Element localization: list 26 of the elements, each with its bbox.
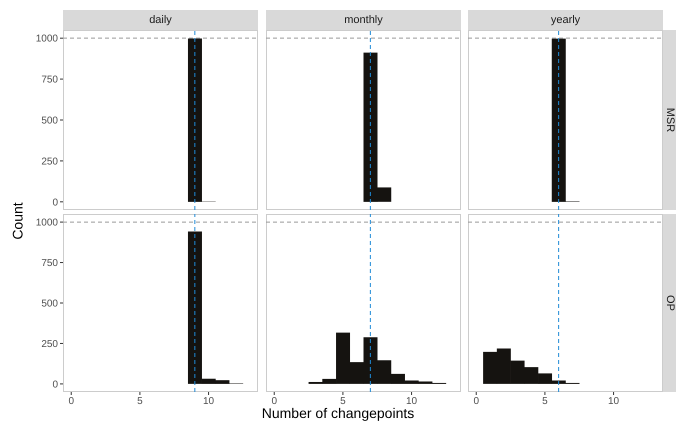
x-tick-label: 10 <box>406 396 418 408</box>
text: OP <box>664 295 676 311</box>
x-tick-label: 10 <box>608 396 620 408</box>
x-tick-label: 5 <box>137 396 144 408</box>
x-tick-label: 5 <box>340 396 346 408</box>
y-tick-label: 250 <box>41 339 58 350</box>
chart-title: yearly <box>468 10 663 30</box>
y-tick-label: 0 <box>52 197 58 208</box>
y-tick-label: 0 <box>52 379 58 390</box>
chart-title: daily <box>63 10 258 30</box>
x-tick-label: 0 <box>271 396 278 408</box>
y-tick-label: 250 <box>41 156 58 168</box>
x-tick-label: 0 <box>473 396 480 408</box>
x-tick-label: 5 <box>542 396 548 408</box>
x-tick-label: 0 <box>68 396 74 408</box>
y-tick-label: 1000 <box>36 218 58 229</box>
y-tick-label: 500 <box>41 116 58 127</box>
y-tick-label: 500 <box>41 298 58 310</box>
x-tick-label: 10 <box>203 396 215 408</box>
chart-title: monthly <box>266 10 461 30</box>
y-tick-label: 750 <box>41 258 58 270</box>
y-axis-title: Count <box>10 202 26 240</box>
y-tick-label: 1000 <box>36 34 58 45</box>
text: MSR <box>664 108 676 132</box>
y-tick-label: 750 <box>41 74 58 86</box>
x-axis-title: Number of changepoints <box>262 405 414 421</box>
